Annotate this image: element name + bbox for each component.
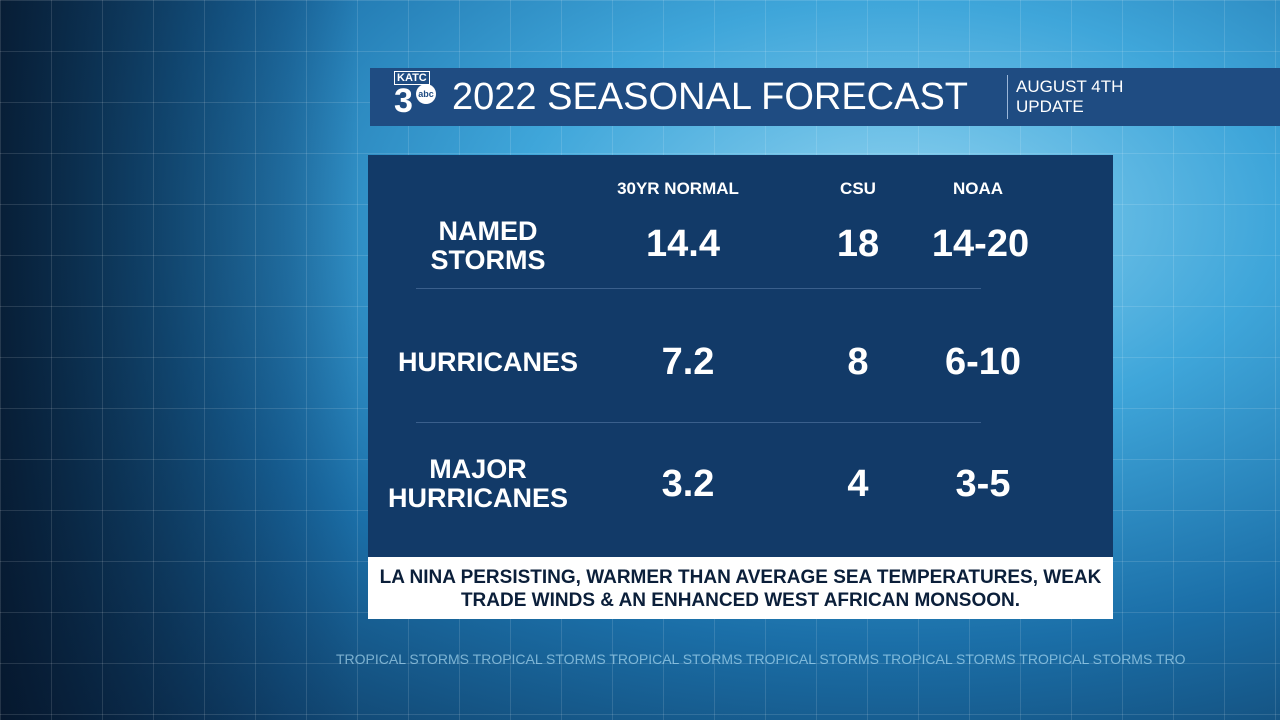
cell: 3.2 [661, 463, 715, 505]
cell: 8 [847, 341, 869, 383]
forecast-table: 30YR NORMAL CSU NOAA NAMED STORMS 14.4 1… [368, 155, 1113, 557]
title-bar: KATC 3 abc 2022 SEASONAL FORECAST AUGUST 4… [370, 68, 1280, 126]
row-label: HURRICANES [397, 347, 578, 377]
update-label: AUGUST 4TH UPDATE [1016, 77, 1124, 116]
row-label: MAJOR HURRICANES [387, 454, 568, 513]
forecast-note: LA NINA PERSISTING, WARMER THAN AVERAGE … [368, 557, 1113, 619]
column-header: 30YR NORMAL [617, 179, 739, 198]
cell: 4 [847, 463, 869, 505]
ticker-text: TROPICAL STORMS TROPICAL STORMS TROPICAL… [336, 651, 1186, 667]
cell: 14-20 [931, 223, 1030, 265]
row-label: NAMED STORMS [430, 216, 546, 275]
row-divider [416, 288, 981, 289]
row-divider [416, 422, 981, 423]
column-header: NOAA [952, 179, 1004, 198]
katc-logo: KATC 3 abc [370, 68, 440, 126]
cell: 7.2 [661, 341, 715, 383]
cell: 3-5 [955, 463, 1011, 505]
cell: 14.4 [646, 223, 720, 265]
column-header: CSU [840, 179, 876, 198]
background-storm [0, 0, 360, 720]
divider [1007, 75, 1008, 119]
cell: 6-10 [944, 341, 1022, 383]
cell: 18 [836, 223, 880, 265]
page-title: 2022 SEASONAL FORECAST [452, 75, 969, 118]
